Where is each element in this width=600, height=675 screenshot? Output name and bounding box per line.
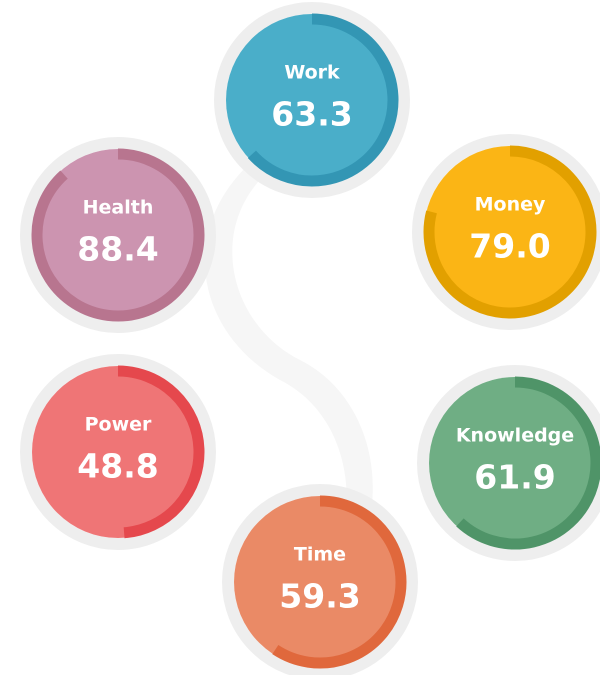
gauge-value: 48.8 — [77, 447, 158, 486]
gauge-fill — [32, 149, 204, 321]
gauge-arc — [272, 495, 407, 669]
gauge-fill — [429, 377, 600, 549]
gauge-value: 63.3 — [271, 95, 352, 134]
gauge-fill — [226, 14, 398, 186]
gauge-arc — [31, 148, 205, 322]
gauge-value: 79.0 — [469, 227, 550, 266]
gauge-value: 61.9 — [474, 458, 555, 497]
gauge-track — [222, 484, 418, 675]
gauge-label: Power — [85, 414, 152, 436]
gauge-label: Knowledge — [456, 425, 574, 447]
gauge-label: Time — [294, 544, 346, 566]
gauge-label: Money — [475, 194, 546, 216]
gauge-track — [20, 137, 216, 333]
gauge-fill — [32, 366, 204, 538]
gauge-track — [214, 2, 410, 198]
gauge-track — [417, 365, 600, 561]
gauge-label: Health — [83, 197, 154, 219]
gauge-fill — [234, 496, 406, 668]
gauge-arc — [117, 365, 205, 539]
gauge-label: Work — [284, 62, 340, 84]
gauge-arc — [456, 376, 600, 550]
background-swirl — [204, 140, 373, 620]
gauge-arc — [247, 13, 399, 187]
gauge-fill — [424, 146, 596, 318]
gauge-value: 88.4 — [77, 230, 158, 269]
gauge-track — [20, 354, 216, 550]
gauge-arc — [423, 145, 597, 319]
gauge-track — [412, 134, 600, 330]
gauge-value: 59.3 — [279, 577, 360, 616]
